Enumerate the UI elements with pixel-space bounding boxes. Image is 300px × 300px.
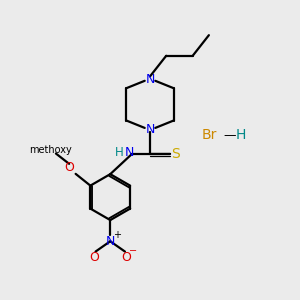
Text: N: N [125, 146, 134, 159]
Text: O: O [64, 161, 74, 174]
Text: +: + [113, 230, 121, 240]
Text: —: — [223, 129, 236, 142]
Text: N: N [145, 73, 155, 86]
Text: −: − [129, 246, 137, 256]
Text: H: H [236, 128, 247, 142]
Text: Br: Br [201, 128, 217, 142]
Text: O: O [89, 251, 99, 264]
Text: N: N [106, 235, 115, 248]
Text: N: N [145, 123, 155, 136]
Text: methoxy: methoxy [29, 145, 72, 155]
Text: O: O [122, 251, 131, 264]
Text: S: S [171, 147, 180, 161]
Text: H: H [115, 146, 124, 159]
